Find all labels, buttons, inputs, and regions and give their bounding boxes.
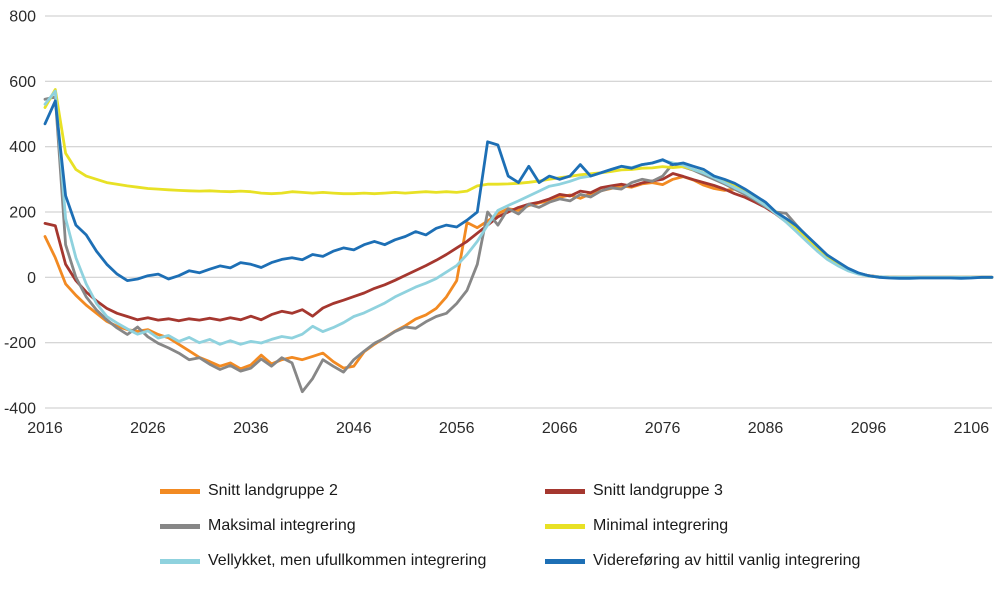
x-axis-tick-label: 2056 — [439, 420, 475, 437]
series-line-3 — [43, 95, 994, 394]
x-axis-tick-label: 2016 — [27, 420, 63, 437]
series-line-2 — [43, 172, 994, 323]
x-axis-tick-label: 2096 — [851, 420, 887, 437]
legend-label-minimal-integrering: Minimal integrering — [593, 517, 729, 534]
x-axis-tick-label: 2026 — [130, 420, 166, 437]
y-axis-tick-label: 800 — [9, 9, 36, 26]
legend-item-minimal-integrering: Minimal integrering — [545, 517, 1000, 535]
legend-item-snitt-landgruppe-3: Snitt landgruppe 3 — [545, 482, 1000, 500]
y-axis-tick-label: 400 — [9, 139, 36, 156]
legend-label-snitt-landgruppe-2: Snitt landgruppe 2 — [208, 482, 338, 499]
y-axis-tick-label: -200 — [4, 335, 36, 352]
legend-item-vellykket-integrering: Vellykket, men ufullkommen integrering — [160, 552, 545, 570]
legend-label-maksimal-integrering: Maksimal integrering — [208, 517, 356, 534]
legend-swatch-snitt-landgruppe-3 — [545, 488, 585, 494]
legend: Snitt landgruppe 2 Snitt landgruppe 3 Ma… — [0, 482, 1000, 570]
x-axis-tick-label: 2086 — [748, 420, 784, 437]
chart-canvas: 800 600 400 200 0 -200 -400 2016 2026 2036 2046 205… — [4, 9, 994, 437]
legend-swatch-videreforing-integrering — [545, 558, 585, 564]
legend-swatch-maksimal-integrering — [160, 523, 200, 529]
y-axis-tick-label: -400 — [4, 401, 36, 418]
legend-item-snitt-landgruppe-2: Snitt landgruppe 2 — [160, 482, 545, 500]
x-axis-tick-label: 2066 — [542, 420, 578, 437]
legend-label-videreforing-integrering: Videreføring av hittil vanlig integrerin… — [593, 552, 861, 569]
legend-swatch-minimal-integrering — [545, 523, 585, 529]
y-axis-tick-label: 200 — [9, 205, 36, 222]
x-axis-tick-label: 2106 — [954, 420, 990, 437]
y-axis-tick-label: 600 — [9, 74, 36, 91]
legend-item-videreforing-integrering: Videreføring av hittil vanlig integrerin… — [545, 552, 1000, 570]
x-axis-tick-label: 2036 — [233, 420, 269, 437]
y-axis-tick-label: 0 — [27, 270, 36, 287]
x-axis-tick-label: 2076 — [645, 420, 681, 437]
series-line-6 — [43, 99, 994, 283]
legend-swatch-vellykket-integrering — [160, 558, 200, 564]
legend-label-snitt-landgruppe-3: Snitt landgruppe 3 — [593, 482, 723, 499]
line-chart: 800 600 400 200 0 -200 -400 2016 2026 2036 2046 205… — [4, 9, 994, 437]
series-line-5 — [43, 89, 994, 346]
legend-swatch-snitt-landgruppe-2 — [160, 488, 200, 494]
legend-item-maksimal-integrering: Maksimal integrering — [160, 517, 545, 535]
x-axis-tick-label: 2046 — [336, 420, 372, 437]
legend-label-vellykket-integrering: Vellykket, men ufullkommen integrering — [208, 552, 487, 569]
